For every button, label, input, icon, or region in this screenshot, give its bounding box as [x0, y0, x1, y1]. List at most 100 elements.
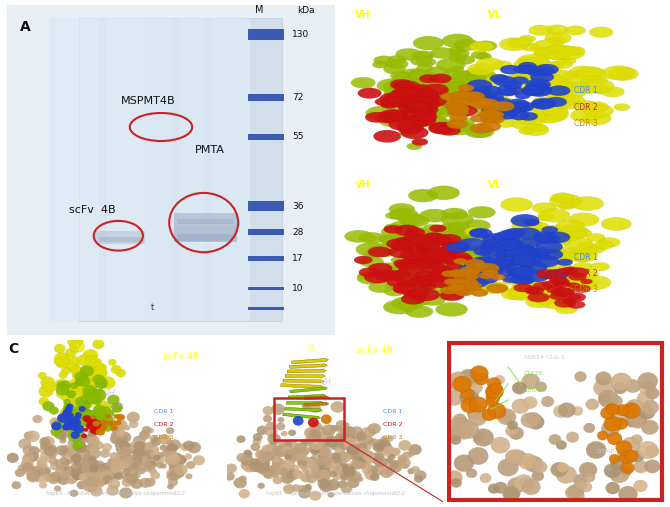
Ellipse shape: [40, 437, 50, 446]
Ellipse shape: [153, 455, 160, 461]
Text: VL: VL: [488, 10, 501, 20]
Ellipse shape: [165, 451, 179, 462]
Ellipse shape: [362, 235, 377, 242]
Ellipse shape: [336, 420, 348, 430]
Ellipse shape: [409, 70, 437, 83]
Ellipse shape: [265, 453, 274, 460]
Ellipse shape: [62, 407, 77, 419]
Ellipse shape: [539, 225, 565, 237]
Ellipse shape: [551, 51, 572, 60]
Ellipse shape: [515, 92, 531, 99]
Ellipse shape: [454, 39, 479, 51]
Ellipse shape: [391, 257, 408, 264]
Ellipse shape: [470, 366, 488, 381]
Ellipse shape: [482, 106, 498, 113]
Ellipse shape: [511, 274, 535, 284]
Ellipse shape: [176, 457, 184, 464]
Ellipse shape: [454, 229, 483, 242]
Ellipse shape: [74, 385, 83, 393]
Ellipse shape: [468, 126, 494, 138]
Ellipse shape: [389, 119, 415, 131]
Ellipse shape: [117, 442, 127, 450]
Ellipse shape: [39, 385, 54, 397]
Ellipse shape: [434, 290, 456, 300]
Ellipse shape: [149, 435, 159, 443]
Ellipse shape: [401, 294, 425, 304]
Ellipse shape: [412, 115, 436, 126]
Ellipse shape: [339, 474, 348, 481]
Ellipse shape: [180, 443, 190, 451]
Ellipse shape: [83, 428, 88, 432]
Text: M: M: [255, 5, 264, 15]
Ellipse shape: [73, 445, 81, 452]
Ellipse shape: [70, 431, 80, 439]
Ellipse shape: [512, 218, 530, 225]
Ellipse shape: [549, 88, 573, 98]
Ellipse shape: [525, 79, 551, 90]
Ellipse shape: [471, 51, 488, 59]
Ellipse shape: [368, 423, 381, 434]
Ellipse shape: [329, 452, 342, 463]
Ellipse shape: [398, 227, 429, 240]
Ellipse shape: [93, 415, 101, 421]
Ellipse shape: [141, 448, 151, 456]
Ellipse shape: [540, 296, 569, 309]
Ellipse shape: [375, 457, 388, 467]
Ellipse shape: [342, 426, 356, 437]
Ellipse shape: [300, 473, 312, 482]
Ellipse shape: [57, 381, 66, 389]
Ellipse shape: [265, 443, 279, 454]
Ellipse shape: [79, 473, 90, 482]
Ellipse shape: [78, 406, 86, 412]
Ellipse shape: [446, 225, 472, 236]
Ellipse shape: [563, 267, 578, 274]
Ellipse shape: [456, 373, 477, 390]
Ellipse shape: [509, 427, 524, 440]
Ellipse shape: [68, 476, 78, 484]
Ellipse shape: [323, 459, 330, 464]
Ellipse shape: [111, 437, 120, 444]
Ellipse shape: [462, 249, 486, 259]
Ellipse shape: [502, 487, 520, 501]
Ellipse shape: [429, 120, 446, 127]
Ellipse shape: [288, 429, 296, 436]
Ellipse shape: [562, 299, 576, 304]
Ellipse shape: [108, 458, 115, 464]
Ellipse shape: [453, 376, 471, 392]
Ellipse shape: [590, 85, 611, 94]
Ellipse shape: [492, 102, 511, 111]
Ellipse shape: [318, 456, 331, 467]
Ellipse shape: [398, 101, 426, 114]
Ellipse shape: [167, 453, 181, 465]
Ellipse shape: [395, 48, 422, 60]
Ellipse shape: [21, 459, 34, 469]
Ellipse shape: [600, 407, 615, 419]
Ellipse shape: [553, 406, 567, 418]
Text: VL: VL: [488, 179, 501, 190]
Ellipse shape: [63, 413, 70, 418]
Ellipse shape: [371, 465, 385, 476]
Text: VL: VL: [77, 344, 88, 353]
Ellipse shape: [517, 65, 538, 74]
Ellipse shape: [253, 458, 263, 466]
Ellipse shape: [85, 478, 96, 487]
Ellipse shape: [414, 77, 444, 91]
Ellipse shape: [449, 86, 476, 98]
Ellipse shape: [585, 79, 614, 93]
Ellipse shape: [535, 382, 547, 392]
Ellipse shape: [514, 475, 534, 492]
Text: VH: VH: [355, 179, 371, 190]
Ellipse shape: [147, 442, 155, 448]
Ellipse shape: [406, 114, 428, 125]
Ellipse shape: [545, 269, 569, 280]
Ellipse shape: [423, 224, 441, 232]
Ellipse shape: [259, 458, 266, 463]
Ellipse shape: [545, 282, 573, 295]
Ellipse shape: [470, 98, 494, 109]
Ellipse shape: [359, 232, 385, 243]
Ellipse shape: [517, 226, 534, 233]
Ellipse shape: [490, 383, 502, 393]
Text: CDR 2: CDR 2: [574, 103, 598, 112]
Ellipse shape: [500, 253, 527, 265]
Ellipse shape: [488, 114, 504, 121]
